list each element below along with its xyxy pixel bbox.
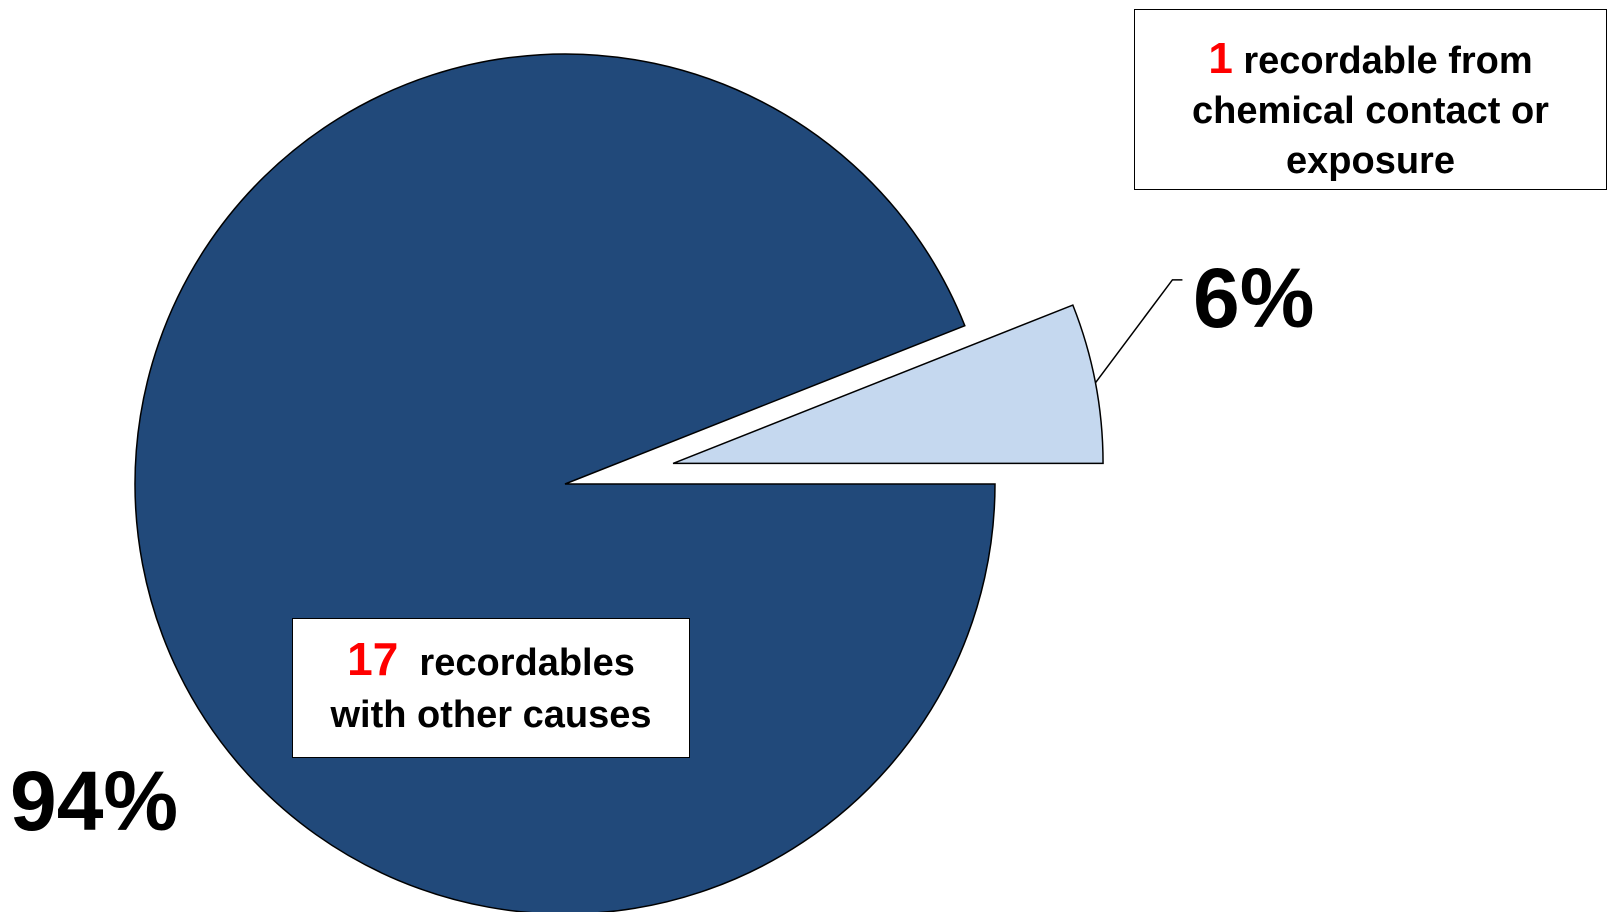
- label-text-1: recordable from: [1243, 40, 1533, 82]
- percent-label-other-causes: 94%: [10, 754, 178, 848]
- label-line-2: chemical contact or: [1192, 90, 1549, 132]
- label-line-2: with other causes: [330, 694, 652, 736]
- slice-label-box-other-causes: 17 recordables with other causes: [292, 618, 690, 758]
- label-text-1: recordables: [419, 642, 635, 684]
- label-line-1: 1 recordable from: [1135, 34, 1606, 86]
- percent-label-chemical: 6%: [1193, 251, 1314, 345]
- label-line-3: exposure: [1286, 140, 1455, 182]
- label-line-1: 17 recordables: [293, 633, 689, 689]
- pie-slice-other-causes: [134, 53, 996, 912]
- leader-line-chemical: [1094, 279, 1183, 384]
- recordable-count-chemical: 1: [1208, 34, 1233, 83]
- slice-label-box-chemical: 1 recordable from chemical contact or ex…: [1134, 9, 1607, 190]
- recordable-count-other: 17: [347, 633, 399, 685]
